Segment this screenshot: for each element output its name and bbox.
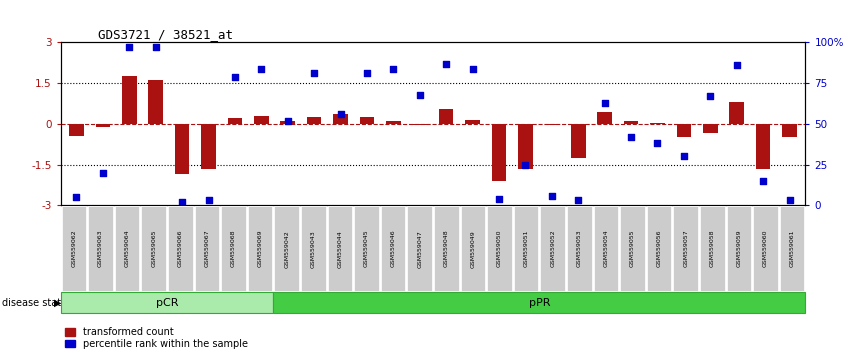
Bar [69, 124, 84, 136]
Bar [122, 76, 137, 124]
Text: GSM559057: GSM559057 [683, 230, 688, 268]
Text: GSM559066: GSM559066 [178, 230, 183, 267]
Point [255, 66, 268, 72]
Point [466, 66, 480, 72]
Text: GSM559059: GSM559059 [736, 230, 741, 268]
Text: GSM559048: GSM559048 [443, 230, 449, 268]
Bar [571, 124, 585, 158]
Text: GSM559068: GSM559068 [231, 230, 236, 267]
Text: GSM559069: GSM559069 [257, 230, 262, 268]
Text: GSM559061: GSM559061 [790, 230, 795, 267]
Text: GSM559063: GSM559063 [98, 230, 103, 268]
Bar [492, 124, 507, 181]
Bar [650, 122, 665, 124]
Point [730, 62, 744, 68]
Point [202, 198, 216, 203]
Bar [386, 121, 401, 124]
Text: disease state: disease state [2, 298, 67, 308]
Text: GSM559047: GSM559047 [417, 230, 423, 268]
Point [228, 74, 242, 80]
Text: GSM559049: GSM559049 [470, 230, 475, 268]
Bar [598, 112, 612, 124]
Bar [676, 124, 691, 137]
Bar [439, 109, 454, 124]
Bar [756, 124, 771, 169]
Point [703, 93, 717, 99]
Text: GSM559045: GSM559045 [364, 230, 369, 268]
Bar [201, 124, 216, 169]
Bar [307, 117, 321, 124]
Bar [412, 124, 427, 125]
Point [175, 199, 189, 205]
Point [96, 170, 110, 176]
Point [333, 111, 347, 117]
Bar [228, 119, 242, 124]
Text: GSM559056: GSM559056 [656, 230, 662, 267]
Text: GSM559055: GSM559055 [630, 230, 635, 267]
Point [783, 198, 797, 203]
Text: GSM559053: GSM559053 [577, 230, 582, 268]
Bar [624, 121, 638, 124]
Bar [359, 117, 374, 124]
Text: GSM559042: GSM559042 [284, 230, 289, 268]
Bar [281, 121, 295, 124]
Text: GSM559060: GSM559060 [763, 230, 768, 267]
Legend: transformed count, percentile rank within the sample: transformed count, percentile rank withi… [66, 327, 248, 349]
Point [650, 141, 664, 146]
Point [624, 134, 638, 140]
Text: GDS3721 / 38521_at: GDS3721 / 38521_at [98, 28, 233, 41]
Bar [703, 124, 718, 133]
Point [519, 162, 533, 167]
Point [149, 45, 163, 50]
Text: GSM559054: GSM559054 [604, 230, 609, 268]
Text: GSM559067: GSM559067 [204, 230, 210, 268]
Bar [175, 124, 190, 174]
Point [386, 66, 400, 72]
Bar [729, 102, 744, 124]
Bar [333, 114, 348, 124]
Bar [95, 124, 110, 127]
Point [69, 194, 83, 200]
Text: GSM559052: GSM559052 [550, 230, 555, 268]
Text: GSM559044: GSM559044 [338, 230, 342, 268]
Text: GSM559050: GSM559050 [497, 230, 502, 267]
Text: pCR: pCR [156, 298, 178, 308]
Text: GSM559046: GSM559046 [391, 230, 396, 268]
Point [677, 154, 691, 159]
Text: GSM559064: GSM559064 [125, 230, 130, 268]
Point [439, 61, 453, 67]
Bar [148, 80, 163, 124]
Point [492, 196, 506, 202]
Text: GSM559062: GSM559062 [71, 230, 76, 268]
Bar [518, 124, 533, 169]
Bar [465, 120, 480, 124]
Bar [782, 124, 797, 137]
Point [281, 118, 294, 124]
Bar [545, 124, 559, 125]
Text: GSM559058: GSM559058 [710, 230, 714, 267]
Point [122, 45, 136, 50]
Point [360, 70, 374, 76]
Point [756, 178, 770, 184]
Text: ▶: ▶ [54, 298, 61, 308]
Point [598, 100, 611, 105]
Bar [254, 116, 268, 124]
Text: GSM559065: GSM559065 [152, 230, 156, 267]
Point [413, 92, 427, 97]
Point [307, 70, 321, 76]
Text: pPR: pPR [528, 298, 550, 308]
Point [572, 198, 585, 203]
Text: GSM559051: GSM559051 [524, 230, 528, 267]
Point [545, 193, 559, 198]
Text: GSM559043: GSM559043 [311, 230, 316, 268]
